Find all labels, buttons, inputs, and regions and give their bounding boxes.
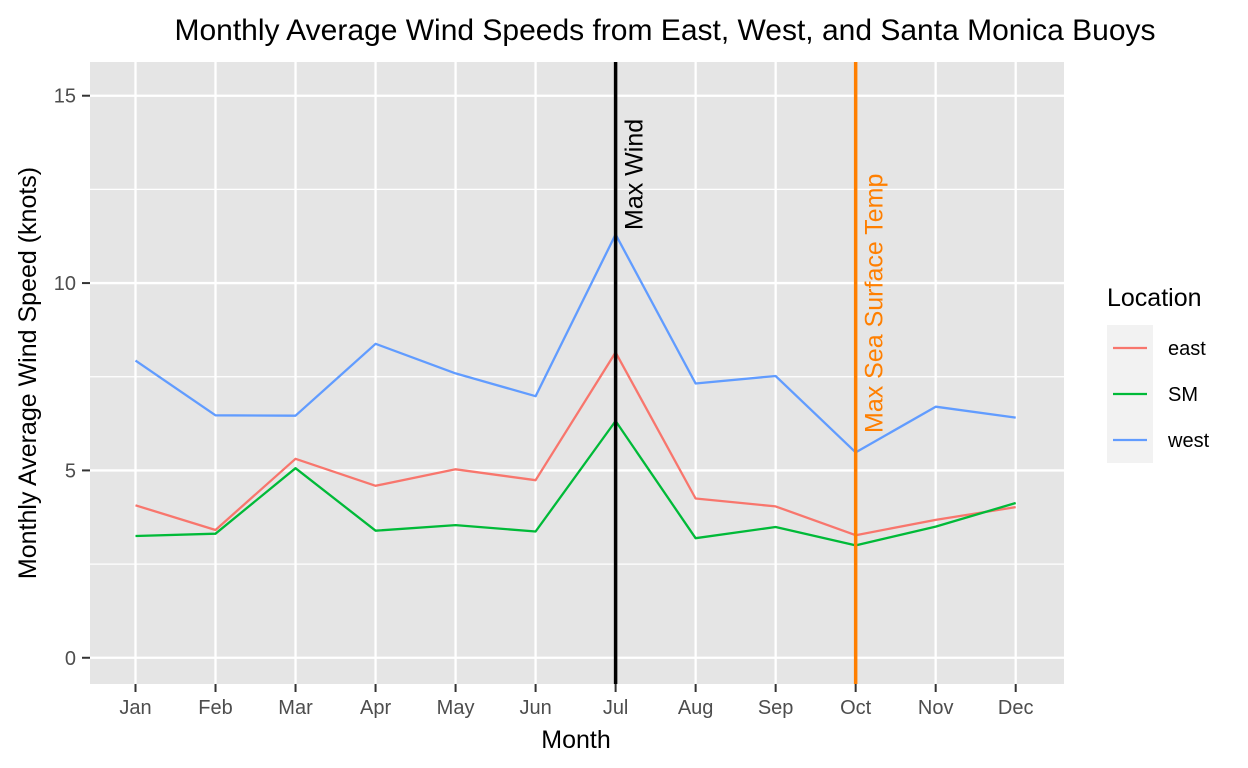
legend-label: east — [1168, 338, 1206, 360]
y-tick-label: 5 — [65, 460, 76, 482]
y-tick-label: 10 — [54, 273, 76, 295]
legend: Location east SM west — [1107, 284, 1210, 463]
y-axis-title: Monthly Average Wind Speed (knots) — [14, 167, 42, 579]
x-tick-label: Apr — [360, 697, 391, 719]
x-tick-label: Mar — [278, 697, 313, 719]
series-lines — [134, 233, 1017, 547]
x-tick-label: Feb — [198, 697, 232, 719]
x-tick-label: Nov — [918, 697, 954, 719]
legend-label: west — [1167, 430, 1210, 452]
y-tick-label: 0 — [65, 648, 76, 670]
x-axis-title: Month — [541, 726, 610, 754]
x-tick-label: Oct — [840, 697, 872, 719]
y-tick-label: 15 — [54, 86, 76, 108]
reference-line-label: Max Sea Surface Temp — [861, 174, 889, 433]
reference-line-label: Max Wind — [621, 119, 649, 230]
x-axis: Jan Feb Mar Apr May Jun Jul Aug Sep Oct Nov Dec — [119, 684, 1033, 719]
series-line-west — [134, 233, 1016, 454]
y-axis: 0 5 10 15 — [54, 86, 90, 670]
x-tick-label: Sep — [758, 697, 794, 719]
series-line-sm — [135, 419, 1017, 547]
plot-panel — [90, 62, 1064, 684]
minor-gridlines — [90, 188, 1064, 565]
x-tick-label: May — [437, 697, 475, 719]
x-tick-label: Aug — [678, 697, 714, 719]
x-tick-label: Jan — [119, 697, 151, 719]
legend-title: Location — [1107, 284, 1202, 312]
series-line-east — [135, 351, 1016, 537]
legend-label: SM — [1168, 384, 1198, 406]
chart-title: Monthly Average Wind Speeds from East, W… — [174, 14, 1155, 47]
reference-lines: Max Wind Max Sea Surface Temp — [613, 62, 889, 684]
x-tick-label: Jun — [519, 697, 551, 719]
x-tick-label: Dec — [998, 697, 1034, 719]
x-tick-label: Jul — [603, 697, 629, 719]
